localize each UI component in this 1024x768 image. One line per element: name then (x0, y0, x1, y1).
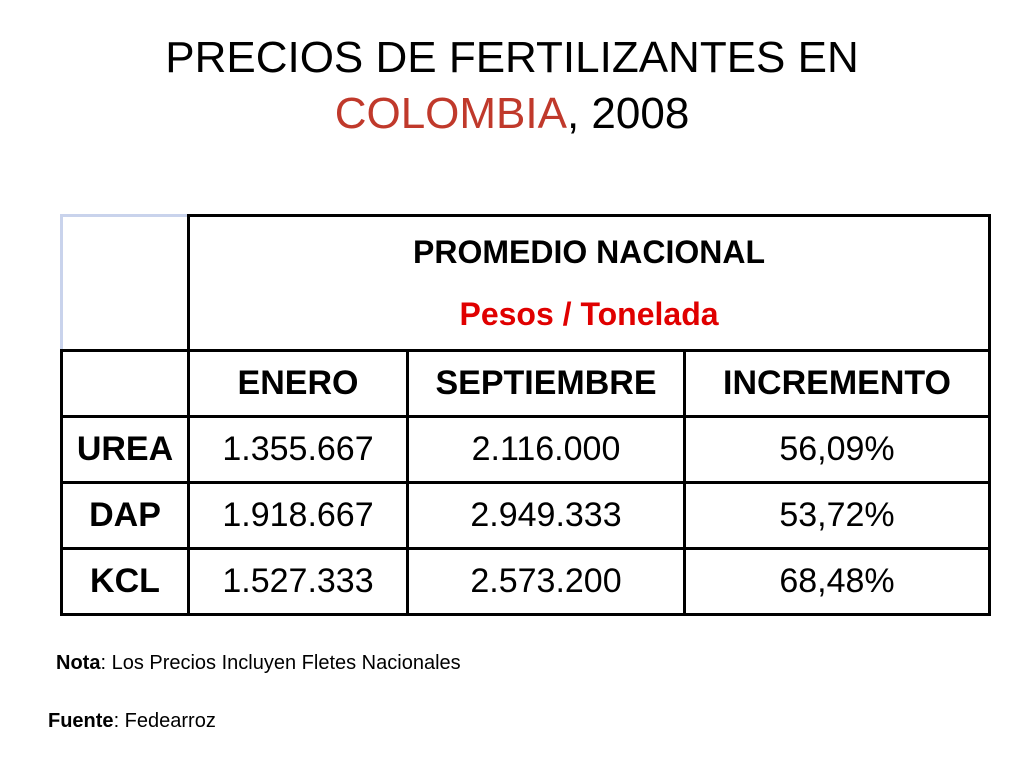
cell-kcl-enero: 1.527.333 (187, 547, 409, 616)
table-row-urea: UREA 1.355.667 2.116.000 56,09% (60, 415, 992, 484)
table-column-header-row: ENERO SEPTIEMBRE INCREMENTO (60, 349, 992, 418)
source-body: : Fedearroz (113, 710, 216, 732)
slide-title: PRECIOS DE FERTILIZANTES EN COLOMBIA, 20… (0, 30, 1024, 142)
title-line-2: COLOMBIA, 2008 (0, 86, 1024, 142)
cell-urea-incremento: 56,09% (682, 415, 992, 484)
table-row-kcl: KCL 1.527.333 2.573.200 68,48% (60, 547, 992, 616)
note-text: Nota: Los Precios Incluyen Fletes Nacion… (56, 652, 461, 675)
prices-table-container: PROMEDIO NACIONAL Pesos / Tonelada ENERO… (60, 214, 992, 620)
column-header-enero: ENERO (187, 349, 409, 418)
cell-dap-enero: 1.918.667 (187, 481, 409, 550)
cell-kcl-incremento: 68,48% (682, 547, 992, 616)
table-corner-frame (60, 214, 187, 350)
cell-urea-septiembre: 2.116.000 (406, 415, 686, 484)
table-corner-cell (62, 216, 189, 351)
table-main-header: PROMEDIO NACIONAL Pesos / Tonelada (186, 214, 992, 352)
table-row-dap: DAP 1.918.667 2.949.333 53,72% (60, 481, 992, 550)
cell-dap-incremento: 53,72% (682, 481, 992, 550)
cell-dap-septiembre: 2.949.333 (406, 481, 686, 550)
column-header-incremento: INCREMENTO (682, 349, 992, 418)
note-label: Nota (56, 652, 101, 674)
title-year: , 2008 (566, 89, 690, 138)
header-national-average: PROMEDIO NACIONAL (413, 234, 765, 270)
row-label-kcl: KCL (60, 547, 190, 616)
title-line-1: PRECIOS DE FERTILIZANTES EN (165, 33, 859, 82)
source-text: Fuente: Fedearroz (48, 710, 216, 733)
note-body: : Los Precios Incluyen Fletes Nacionales (100, 652, 461, 674)
table-header-row: PROMEDIO NACIONAL Pesos / Tonelada (62, 214, 992, 352)
cell-kcl-septiembre: 2.573.200 (406, 547, 686, 616)
column-header-empty (60, 349, 190, 418)
cell-urea-enero: 1.355.667 (187, 415, 409, 484)
fertilizer-prices-table: PROMEDIO NACIONAL Pesos / Tonelada ENERO… (60, 214, 992, 616)
row-label-urea: UREA (60, 415, 190, 484)
header-unit: Pesos / Tonelada (459, 296, 719, 332)
column-header-septiembre: SEPTIEMBRE (406, 349, 686, 418)
title-country: COLOMBIA (334, 89, 567, 138)
row-label-dap: DAP (60, 481, 190, 550)
source-label: Fuente (48, 710, 114, 732)
